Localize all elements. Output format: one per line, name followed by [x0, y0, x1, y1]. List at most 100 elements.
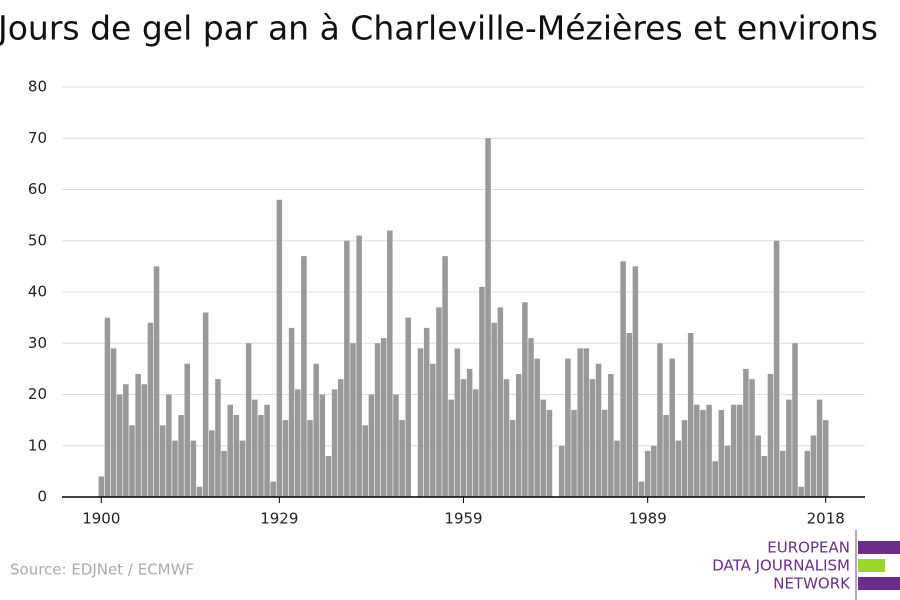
bar: [786, 399, 792, 497]
bar: [608, 374, 614, 497]
bar: [509, 420, 516, 497]
bar: [270, 481, 276, 497]
bar: [423, 327, 430, 497]
bar: [730, 404, 737, 497]
bar: [546, 409, 553, 497]
bar: [485, 138, 491, 497]
bar: [184, 363, 191, 497]
bar: [779, 450, 786, 497]
bar: [436, 307, 442, 497]
bar: [448, 399, 454, 497]
bar: [98, 476, 105, 497]
bar: [497, 307, 504, 497]
bar: [368, 394, 375, 497]
bar: [362, 425, 369, 497]
logo: EUROPEAN DATA JOURNALISM NETWORK: [712, 530, 900, 600]
bar: [614, 440, 620, 497]
bar: [577, 348, 583, 497]
bar: [319, 394, 326, 497]
y-tick-label: 10: [28, 436, 47, 454]
x-tick-label: 2018: [807, 510, 845, 528]
bar: [644, 450, 651, 497]
bar: [399, 420, 405, 497]
bar: [571, 409, 577, 497]
logo-text: NETWORK: [773, 575, 851, 593]
y-tick-label: 40: [28, 283, 47, 301]
bar: [276, 199, 283, 497]
bar: [196, 486, 203, 497]
bar: [651, 445, 657, 497]
bar: [687, 333, 694, 497]
bar: [454, 348, 461, 497]
bar: [227, 404, 233, 497]
bar: [442, 256, 448, 497]
source: Source: EDJNet / ECMWF: [10, 561, 194, 579]
bar: [804, 450, 811, 497]
y-tick-label: 80: [28, 78, 47, 96]
bar: [706, 404, 712, 497]
bar: [387, 230, 393, 497]
bar: [657, 343, 663, 497]
bar: [816, 399, 823, 497]
logo-block: [858, 577, 900, 590]
bar: [558, 445, 565, 497]
bar: [712, 461, 718, 497]
logo-text: DATA JOURNALISM: [712, 557, 850, 575]
bar: [294, 389, 301, 497]
bar: [736, 404, 743, 497]
bar: [147, 322, 154, 497]
bar: [669, 358, 675, 497]
bar: [313, 363, 319, 497]
bar: [430, 363, 436, 497]
bar: [749, 379, 755, 497]
x-tick-label: 1900: [82, 510, 120, 528]
bar: [755, 435, 761, 497]
bar: [282, 420, 289, 497]
bar: [583, 348, 590, 497]
bar: [694, 404, 700, 497]
y-tick-label: 50: [28, 231, 47, 249]
bar: [190, 440, 197, 497]
y-tick-label: 70: [28, 129, 47, 147]
y-tick-label: 0: [37, 488, 47, 506]
bar: [172, 440, 178, 497]
bar: [356, 235, 362, 497]
bar: [159, 425, 166, 497]
bar: [632, 266, 639, 497]
bar: [534, 358, 540, 497]
bar: [700, 409, 706, 497]
bar: [209, 430, 215, 497]
bar: [595, 363, 602, 497]
bar: [491, 322, 497, 497]
bar: [515, 374, 522, 497]
bar: [681, 420, 688, 497]
logo-text: EUROPEAN: [767, 539, 850, 557]
bar: [301, 256, 307, 497]
bar: [374, 343, 381, 497]
bar: [792, 343, 798, 497]
bar: [202, 312, 209, 497]
bar: [110, 348, 117, 497]
bar: [822, 420, 829, 497]
bar: [129, 425, 135, 497]
x-tick-label: 1959: [444, 510, 482, 528]
bar: [638, 481, 645, 497]
bar: [135, 374, 141, 497]
bar: [589, 379, 596, 497]
bar: [626, 333, 633, 497]
bar: [479, 286, 485, 497]
bar: [417, 348, 424, 497]
bar: [460, 379, 467, 497]
bar: [767, 374, 774, 497]
bar: [239, 440, 246, 497]
bar: [104, 317, 111, 497]
y-tick-label: 60: [28, 180, 47, 198]
bar: [503, 379, 510, 497]
logo-block: [858, 559, 885, 572]
x-tick-label: 1929: [260, 510, 298, 528]
bar: [620, 261, 626, 497]
bar: [178, 415, 184, 497]
bar: [466, 368, 473, 497]
bar: [810, 435, 817, 497]
